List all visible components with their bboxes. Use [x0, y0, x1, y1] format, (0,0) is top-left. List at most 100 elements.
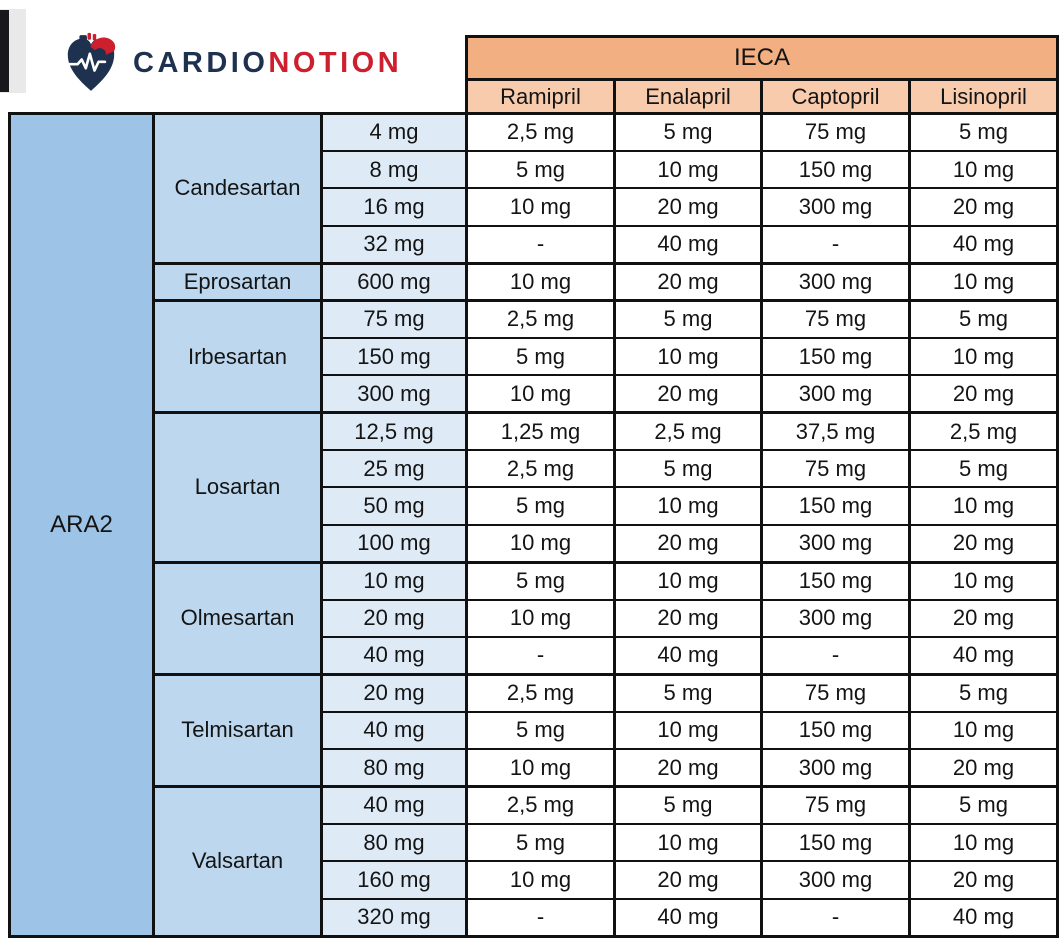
equiv-value-cell: 5 mg: [613, 298, 763, 339]
equiv-value-cell: 10 mg: [465, 523, 616, 564]
table-row: Telmisartan 20 mg 2,5 mg 5 mg 75 mg 5 mg: [10, 672, 1060, 789]
ieca-subheader-row: Ramipril Enalapril Captopril Lisinopril: [10, 78, 1060, 115]
equiv-value-cell: 10 mg: [907, 486, 1060, 526]
cardionotion-logo: CARDIONOTION: [62, 32, 402, 94]
table-row: ARA2 Candesartan 4 mg 2,5 mg 5 mg 75 mg 5 mg: [8, 111, 1060, 938]
equiv-value-cell: 150 mg: [760, 560, 911, 601]
dose-cell: 300 mg: [320, 374, 468, 414]
dose-cell: 80 mg: [320, 748, 468, 788]
equiv-value-cell: -: [465, 897, 616, 938]
dose-cell: 12,5 mg: [320, 411, 468, 452]
ieca-group-header: IECA: [464, 35, 1060, 81]
equiv-value-cell: 10 mg: [907, 710, 1060, 751]
equiv-value-cell: 5 mg: [465, 336, 616, 377]
dose-cell: 40 mg: [320, 710, 468, 751]
brand-notion: NOTION: [268, 46, 403, 79]
equiv-value-cell: 20 mg: [613, 598, 763, 638]
equiv-value-cell: 10 mg: [907, 336, 1060, 377]
equiv-value-cell: 20 mg: [613, 523, 763, 564]
column-header-enalapril: Enalapril: [613, 78, 763, 115]
equiv-value-cell: 75 mg: [760, 785, 911, 825]
equiv-value-cell: 300 mg: [760, 598, 911, 638]
equiv-value-cell: 20 mg: [613, 374, 763, 414]
equiv-value-cell: 2,5 mg: [465, 298, 616, 339]
header-blank-area: [10, 37, 467, 80]
equiv-value-cell: 40 mg: [613, 897, 763, 938]
header-blank-area: [10, 80, 467, 114]
table-row: Irbesartan 75 mg 2,5 mg 5 mg 75 mg 5 mg: [10, 298, 1060, 415]
drug-name-cell: Telmisartan: [152, 672, 323, 789]
equiv-value-cell: 5 mg: [907, 449, 1060, 489]
table-row: 160 mg 10 mg 20 mg 300 mg 20 mg: [10, 860, 1060, 900]
heart-red-spike: [87, 32, 91, 40]
equiv-value-cell: 5 mg: [907, 785, 1060, 825]
window-edge-dark-strip: [0, 10, 9, 92]
equiv-value-cell: 10 mg: [465, 261, 616, 302]
table-row: Valsartan 40 mg 2,5 mg 5 mg 75 mg 5 mg: [10, 785, 1060, 938]
table-row: Olmesartan 10 mg 5 mg 10 mg 150 mg 10 mg: [10, 560, 1060, 676]
equiv-value-cell: 5 mg: [613, 672, 763, 713]
equiv-value-cell: 75 mg: [760, 449, 911, 489]
equiv-value-cell: 5 mg: [907, 672, 1060, 713]
equiv-value-cell: 10 mg: [613, 486, 763, 526]
ieca-header-row: IECA: [10, 35, 1060, 81]
equiv-value-cell: 20 mg: [613, 187, 763, 227]
dose-cell: 40 mg: [320, 635, 468, 676]
equiv-value-cell: 300 mg: [760, 860, 911, 900]
dose-cell: 10 mg: [320, 560, 468, 601]
equiv-value-cell: 5 mg: [613, 785, 763, 825]
column-header-ramipril: Ramipril: [465, 78, 616, 115]
equiv-value-cell: 2,5 mg: [907, 411, 1060, 452]
equiv-value-cell: 150 mg: [760, 149, 911, 190]
equiv-value-cell: 10 mg: [907, 149, 1060, 190]
table-row: 100 mg 10 mg 20 mg 300 mg 20 mg: [10, 523, 1060, 564]
table-row: 16 mg 10 mg 20 mg 300 mg 20 mg: [10, 187, 1060, 227]
dose-cell: 4 mg: [320, 111, 468, 152]
equiv-value-cell: 20 mg: [613, 261, 763, 302]
dose-cell: 32 mg: [320, 224, 468, 265]
equiv-value-cell: 2,5 mg: [465, 111, 616, 152]
column-header-captopril: Captopril: [760, 78, 911, 115]
dose-cell: 16 mg: [320, 187, 468, 227]
dose-cell: 8 mg: [320, 149, 468, 190]
equiv-value-cell: 150 mg: [760, 486, 911, 526]
dose-cell: 40 mg: [320, 785, 468, 825]
table-row: 80 mg 5 mg 10 mg 150 mg 10 mg: [10, 822, 1060, 863]
column-header-lisinopril: Lisinopril: [907, 78, 1060, 115]
equiv-value-cell: 10 mg: [907, 822, 1060, 863]
equiv-value-cell: 40 mg: [907, 635, 1060, 676]
equiv-value-cell: 10 mg: [613, 560, 763, 601]
equiv-value-cell: 2,5 mg: [613, 411, 763, 452]
equiv-value-cell: 10 mg: [465, 187, 616, 227]
equiv-value-cell: 1,25 mg: [465, 411, 616, 452]
equiv-value-cell: 20 mg: [907, 523, 1060, 564]
equiv-value-cell: 2,5 mg: [465, 672, 616, 713]
equiv-value-cell: 5 mg: [465, 822, 616, 863]
equiv-value-cell: 75 mg: [760, 298, 911, 339]
table-row: Eprosartan 600 mg 10 mg 20 mg 300 mg 10 mg: [10, 261, 1060, 302]
equiv-value-cell: -: [465, 635, 616, 676]
equiv-value-cell: 20 mg: [907, 748, 1060, 788]
equiv-value-cell: 10 mg: [613, 822, 763, 863]
equiv-value-cell: 5 mg: [465, 149, 616, 190]
dose-cell: 150 mg: [320, 336, 468, 377]
dose-cell: 25 mg: [320, 449, 468, 489]
equiv-value-cell: 5 mg: [465, 560, 616, 601]
equiv-value-cell: 40 mg: [613, 635, 763, 676]
dose-cell: 80 mg: [320, 822, 468, 863]
table-row: Losartan 12,5 mg 1,25 mg 2,5 mg 37,5 mg 2,5 m…: [10, 411, 1060, 564]
equiv-value-cell: 10 mg: [907, 261, 1060, 302]
equiv-value-cell: 5 mg: [907, 111, 1060, 152]
brand-name: CARDIONOTION: [133, 47, 402, 80]
equiv-value-cell: 20 mg: [907, 187, 1060, 227]
equiv-value-cell: 20 mg: [613, 748, 763, 788]
ara2-header-cell: ARA2: [8, 112, 155, 938]
equiv-value-cell: 10 mg: [465, 860, 616, 900]
equiv-value-cell: 300 mg: [760, 187, 911, 227]
equiv-value-cell: 300 mg: [760, 261, 911, 302]
equiv-value-cell: 150 mg: [760, 710, 911, 751]
equiv-value-cell: 150 mg: [760, 336, 911, 377]
equiv-value-cell: -: [760, 635, 911, 676]
equiv-value-cell: -: [760, 224, 911, 265]
